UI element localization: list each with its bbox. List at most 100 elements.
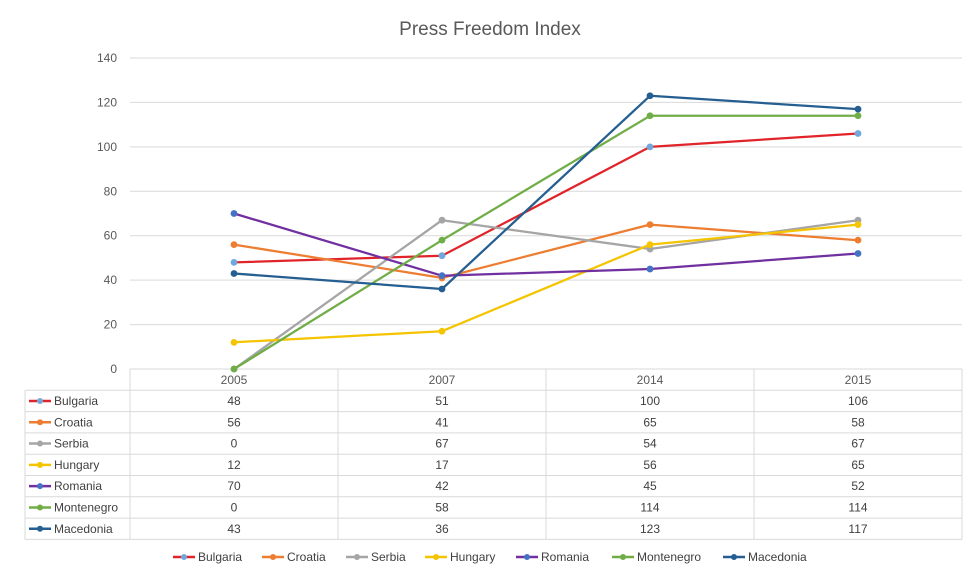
legend-item-croatia: Croatia [262,550,326,564]
table-cell: 51 [435,394,449,408]
series-line-macedonia [232,94,860,291]
table-cell: 106 [848,394,868,408]
legend-marker [731,554,737,560]
legend-marker [354,554,360,560]
table-cell: 52 [851,479,865,493]
y-tick-label: 40 [104,273,118,287]
table-cell: 12 [227,458,241,472]
y-axis-ticks: 0 20 40 60 80 100 120 140 [97,51,117,376]
chart-title: Press Freedom Index [399,19,581,40]
data-point-montenegro [438,236,446,244]
table-cell: 117 [848,522,867,536]
table-cell: 54 [643,437,657,451]
table-cell: 67 [851,437,865,451]
data-point-montenegro [646,112,654,120]
data-point-romania [438,272,446,280]
data-point-bulgaria [438,252,446,260]
table-row-label: Romania [54,479,102,493]
data-point-macedonia [854,105,862,113]
table-cell: 114 [640,500,659,514]
y-tick-label: 80 [104,184,118,198]
data-point-romania [854,250,862,257]
series-lines [230,92,862,373]
data-point-macedonia [646,92,654,100]
table-legend-marker [37,525,43,532]
legend-label: Serbia [371,550,406,564]
table-cell: 0 [231,500,238,514]
series-line-montenegro [232,114,860,371]
table-cell: 58 [435,500,449,514]
legend-marker [620,554,626,560]
table-cell: 56 [643,458,657,472]
y-tick-label: 0 [110,362,117,376]
series-line-croatia [232,223,860,280]
table-cell: 114 [848,500,867,514]
legend-item-serbia: Serbia [346,550,406,564]
data-point-hungary [230,338,238,346]
table-cell: 100 [640,394,660,408]
table-cell: 42 [435,479,449,493]
data-point-croatia [646,221,654,229]
data-point-hungary [646,241,654,249]
table-cell: 123 [640,522,660,536]
table-cell: 65 [851,458,865,472]
table-cell: 48 [227,394,241,408]
x-tick-label: 2005 [221,373,248,387]
legend-marker [270,554,276,560]
legend-marker [181,554,187,560]
data-point-bulgaria [230,258,238,266]
legend-item-bulgaria: Bulgaria [173,550,242,564]
data-point-croatia [230,241,238,249]
data-point-croatia [854,236,862,244]
table-legend-marker [37,440,43,447]
table-cell: 45 [643,479,657,493]
table-legend-marker [37,461,43,468]
table-cell: 58 [851,415,865,429]
x-tick-label: 2007 [429,373,456,387]
legend-item-macedonia: Macedonia [723,550,807,564]
legend: Bulgaria Croatia Serbia Hungary Romania Monte… [173,550,807,564]
legend-label: Montenegro [637,550,701,564]
table-cell: 36 [435,522,449,536]
y-tick-label: 140 [97,51,117,65]
table-cell: 67 [435,437,449,451]
table-row-label: Macedonia [54,522,113,536]
legend-label: Bulgaria [198,550,242,564]
table-legend-marker [37,397,43,404]
y-tick-label: 20 [104,318,118,332]
data-table: 2005 2007 2014 2015 Bulgaria 48 51 100 106 Croati… [24,368,963,540]
table-row-label: Montenegro [54,500,118,514]
table-row-label: Serbia [54,437,89,451]
legend-marker [433,554,439,560]
x-tick-label: 2014 [637,373,664,387]
legend-item-montenegro: Montenegro [612,550,701,564]
data-point-romania [230,210,238,217]
table-row-label: Bulgaria [54,394,98,408]
data-point-serbia [438,216,446,224]
table-cell: 17 [435,458,449,472]
data-point-bulgaria [854,130,862,137]
y-tick-label: 60 [104,229,118,243]
series-line-bulgaria [232,132,860,264]
legend-label: Hungary [450,550,495,564]
table-cell: 70 [227,479,241,493]
legend-item-romania: Romania [516,550,589,564]
table-cell: 41 [435,415,449,429]
data-point-hungary [854,221,862,229]
x-tick-label: 2015 [845,373,872,387]
data-point-montenegro [854,112,862,120]
data-point-montenegro [230,365,238,373]
series-line-hungary [232,223,860,344]
y-tick-label: 100 [97,140,117,154]
table-cell: 0 [231,437,238,451]
legend-label: Macedonia [748,550,807,564]
legend-marker [524,554,530,560]
table-cell: 43 [227,522,241,536]
legend-label: Croatia [287,550,326,564]
table-row-label: Hungary [54,458,99,472]
data-point-macedonia [438,285,446,293]
table-legend-marker [37,483,43,490]
y-tick-label: 120 [97,95,117,109]
